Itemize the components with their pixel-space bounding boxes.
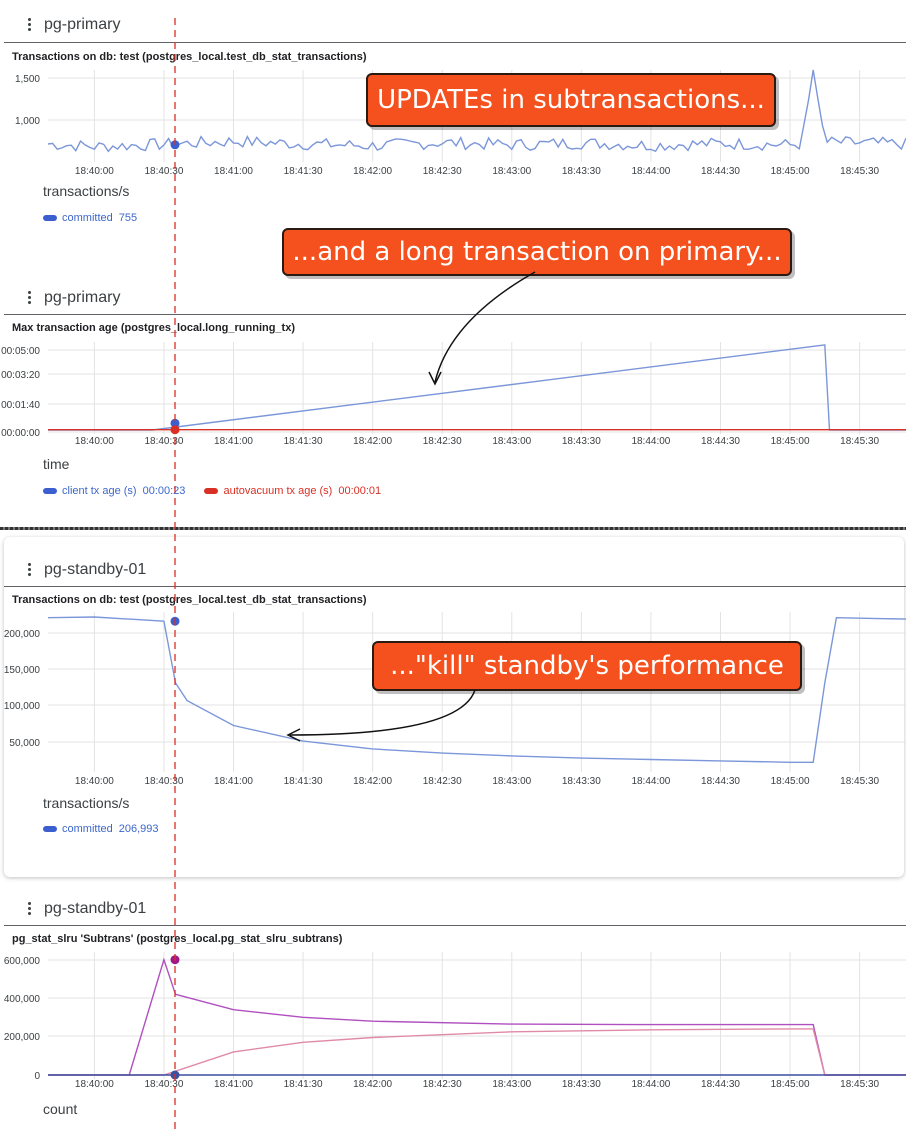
chart-title: Max transaction age (postgres_local.long… <box>12 322 295 334</box>
panel-host-label: pg-primary <box>44 289 121 306</box>
x-tick-label: 18:42:00 <box>353 436 392 447</box>
x-tick-label: 18:42:30 <box>423 436 462 447</box>
x-tick-label: 18:40:30 <box>144 1079 183 1090</box>
panel-host-label: pg-standby-01 <box>44 561 147 578</box>
x-tick-label: 18:44:00 <box>631 436 670 447</box>
y-tick-label: 00:05:00 <box>1 346 40 357</box>
x-tick-label: 18:41:30 <box>284 1079 323 1090</box>
y-tick-label: 200,000 <box>4 1032 41 1043</box>
unit-label: transactions/s <box>43 795 130 811</box>
y-tick-label: 150,000 <box>4 665 41 676</box>
chart-max-transaction-age: 18:40:00 18:40:30 18:41:00 18:41:30 18:42:00… <box>1 342 906 447</box>
x-tick-label: 18:45:30 <box>840 166 879 177</box>
legend-item-committed[interactable]: committed 206,993 <box>43 823 159 835</box>
x-tick-label: 18:43:00 <box>492 436 531 447</box>
x-tick-label: 18:44:00 <box>631 776 670 787</box>
y-tick-label: 600,000 <box>4 956 41 967</box>
x-tick-label: 18:42:00 <box>353 1079 392 1090</box>
series-line <box>48 1028 906 1076</box>
more-options-icon[interactable] <box>28 291 32 306</box>
x-tick-label: 18:41:30 <box>284 166 323 177</box>
x-tick-label: 18:40:30 <box>144 436 183 447</box>
x-tick-label: 18:44:30 <box>701 776 740 787</box>
series-line <box>47 69 906 153</box>
x-tick-label: 18:41:30 <box>284 436 323 447</box>
x-tick-label: 18:40:00 <box>75 776 114 787</box>
more-options-icon[interactable] <box>28 18 32 33</box>
more-options-icon[interactable] <box>28 902 32 917</box>
cursor-point <box>170 955 180 965</box>
panel-host-label: pg-primary <box>44 16 121 33</box>
y-tick-label: 00:03:20 <box>1 370 40 381</box>
x-tick-label: 18:40:00 <box>75 436 114 447</box>
x-tick-label: 18:42:00 <box>353 776 392 787</box>
x-tick-label: 18:43:00 <box>492 1079 531 1090</box>
x-tick-label: 18:43:30 <box>562 776 601 787</box>
x-tick-label: 18:40:30 <box>144 166 183 177</box>
x-tick-label: 18:40:30 <box>144 776 183 787</box>
x-tick-label: 18:41:30 <box>284 776 323 787</box>
x-tick-label: 18:45:30 <box>840 776 879 787</box>
legend-item-autovacuum-tx-age[interactable]: autovacuum tx age (s) 00:00:01 <box>204 485 381 497</box>
x-tick-label: 18:42:30 <box>423 166 462 177</box>
more-options-icon[interactable] <box>28 563 32 578</box>
x-tick-label: 18:45:00 <box>771 436 810 447</box>
y-tick-label: 50,000 <box>9 738 40 749</box>
x-tick-label: 18:45:30 <box>840 1079 879 1090</box>
y-tick-label: 200,000 <box>4 629 41 640</box>
legend-item-committed[interactable]: committed 755 <box>43 212 137 224</box>
x-tick-label: 18:44:30 <box>701 166 740 177</box>
series-line <box>47 616 906 763</box>
chart-primary-transactions: 18:40:00 18:40:30 18:41:00 18:41:30 18:42:00… <box>15 69 906 177</box>
x-tick-label: 18:42:30 <box>423 1079 462 1090</box>
y-tick-label: 1,500 <box>15 74 40 85</box>
x-tick-label: 18:44:00 <box>631 166 670 177</box>
x-tick-label: 18:45:00 <box>771 776 810 787</box>
legend: committed 206,993 <box>43 823 175 835</box>
chart-title: Transactions on db: test (postgres_local… <box>12 594 367 606</box>
callout-kill-standby: ..."kill" standby's performance <box>372 641 802 691</box>
callout-updates: UPDATEs in subtransactions... <box>366 73 776 127</box>
unit-label: transactions/s <box>43 183 130 199</box>
unit-label: time <box>43 456 70 472</box>
section-divider <box>0 527 906 530</box>
y-tick-label: 400,000 <box>4 994 41 1005</box>
x-tick-label: 18:43:30 <box>562 166 601 177</box>
unit-label: count <box>43 1101 78 1117</box>
y-tick-label: 0 <box>34 1071 40 1082</box>
x-tick-label: 18:43:00 <box>492 776 531 787</box>
x-tick-label: 18:43:30 <box>562 436 601 447</box>
y-tick-label: 100,000 <box>4 701 41 712</box>
y-tick-label: 00:00:00 <box>1 428 40 439</box>
x-tick-label: 18:40:00 <box>75 166 114 177</box>
x-tick-label: 18:41:00 <box>214 1079 253 1090</box>
x-tick-label: 18:45:00 <box>771 166 810 177</box>
chart-title: pg_stat_slru 'Subtrans' (postgres_local.… <box>12 933 343 945</box>
y-tick-label: 00:01:40 <box>1 400 40 411</box>
chart-title: Transactions on db: test (postgres_local… <box>12 51 367 63</box>
chart-subtrans: 18:40:00 18:40:30 18:41:00 18:41:30 18:42:00… <box>4 952 906 1090</box>
x-tick-label: 18:45:30 <box>840 436 879 447</box>
callout-long-transaction: ...and a long transaction on primary... <box>282 228 792 276</box>
x-tick-label: 18:43:30 <box>562 1079 601 1090</box>
x-tick-label: 18:42:00 <box>353 166 392 177</box>
x-tick-label: 18:45:00 <box>771 1079 810 1090</box>
panel-host-label: pg-standby-01 <box>44 900 147 917</box>
x-tick-label: 18:44:30 <box>701 1079 740 1090</box>
x-tick-label: 18:43:00 <box>492 166 531 177</box>
x-tick-label: 18:44:00 <box>631 1079 670 1090</box>
x-tick-label: 18:40:00 <box>75 1079 114 1090</box>
legend: committed 755 <box>43 212 153 224</box>
series-line <box>48 957 906 1076</box>
x-tick-label: 18:42:30 <box>423 776 462 787</box>
x-tick-label: 18:44:30 <box>701 436 740 447</box>
x-tick-label: 18:41:00 <box>214 436 253 447</box>
cursor-point <box>170 1070 180 1080</box>
x-tick-label: 18:41:00 <box>214 776 253 787</box>
y-tick-label: 1,000 <box>15 116 40 127</box>
x-tick-label: 18:41:00 <box>214 166 253 177</box>
